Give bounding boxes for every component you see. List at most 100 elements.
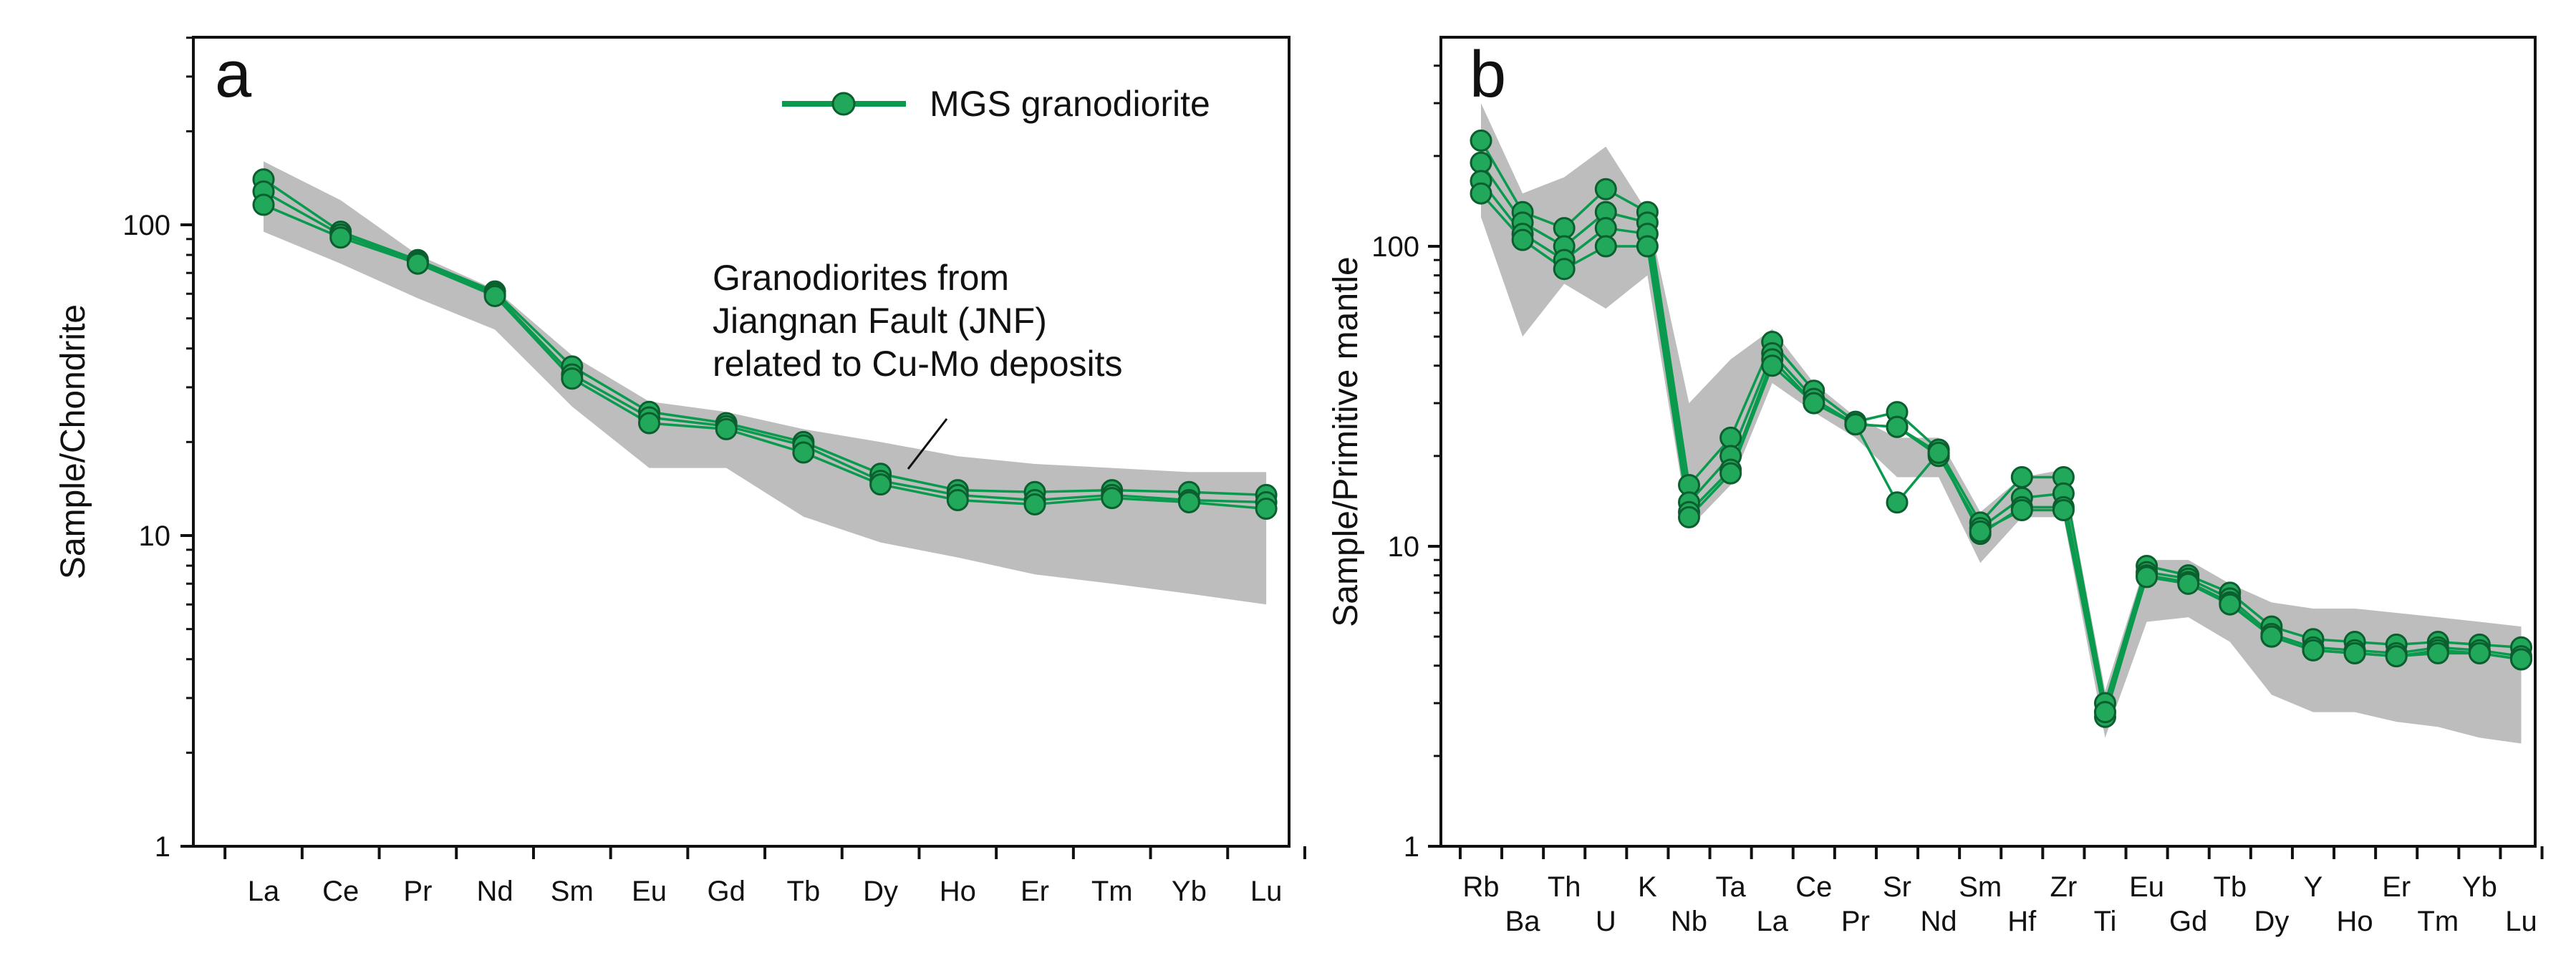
panel-b-data-point xyxy=(1636,235,1659,258)
panel-a-x-tick-label: Nd xyxy=(477,876,513,907)
panel-a-x-tick-label: Ho xyxy=(940,876,976,907)
panel-a-y-tick-label: 1 xyxy=(155,831,170,863)
panel-a-x-tick-label: Dy xyxy=(863,876,898,907)
panel-b-data-point xyxy=(2343,642,2366,664)
panel-b-y-tick-label: 1 xyxy=(1404,831,1419,863)
panel-b-data-point xyxy=(1803,392,1825,415)
panel-b-data-point xyxy=(1719,462,1742,485)
panel-b-data-point xyxy=(1553,258,1576,281)
panel-b-data-point xyxy=(1553,217,1576,240)
panel-a-data-point xyxy=(329,226,352,249)
panel-a-x-tick-label: Tm xyxy=(1091,876,1133,907)
panel-a-x-tick-label: La xyxy=(248,876,280,907)
panel-b-data-point xyxy=(1761,354,1784,377)
panel-b-data-point xyxy=(1470,151,1492,174)
annotation-line-1: Granodiorites from xyxy=(713,258,1009,298)
panel-b-data-point xyxy=(2385,645,2408,668)
panel-b-x-tick-label: Rb xyxy=(1462,871,1499,903)
panel-b-x-tick-label: Sm xyxy=(1959,871,2002,903)
panel-b-data-point xyxy=(2010,465,2033,488)
panel-b-x-tick-label: Er xyxy=(2382,871,2411,903)
panel-a-x-tick-label: Pr xyxy=(403,876,432,907)
panel-a-x-tick-label: Ce xyxy=(322,876,359,907)
panel-a-data-point xyxy=(1101,487,1124,510)
panel-b-x-tick-label: Ta xyxy=(1715,871,1746,903)
panel-b-x-tick-label: Eu xyxy=(2129,871,2164,903)
legend-marker-swatch xyxy=(831,92,856,116)
panel-b-data-point xyxy=(1470,182,1492,205)
panel-a-series-line-1 xyxy=(263,178,1267,497)
panel-b-x-tick-label: Th xyxy=(1548,871,1581,903)
panel-b-data-point xyxy=(1594,235,1617,258)
panel-b-data-point xyxy=(2177,572,2200,595)
annotation-line-2: Jiangnan Fault (JNF) xyxy=(713,301,1047,341)
panel-b-x-tick-label: Pr xyxy=(1841,906,1870,937)
panel-b-data-point xyxy=(1594,217,1617,240)
panel-b-x-tick-label: U xyxy=(1596,906,1616,937)
panel-a-x-tick-label: Yb xyxy=(1172,876,1207,907)
panel-a-series-line-3 xyxy=(263,203,1267,510)
panel-a-letter: a xyxy=(215,38,252,111)
panel-b-data-point xyxy=(1927,441,1950,464)
panel-a-data-point xyxy=(406,252,429,275)
panel-b-x-tick-label: Tm xyxy=(2417,906,2459,937)
panel-b-data-point xyxy=(2010,498,2033,521)
panel-b-x-tick-label: Y xyxy=(2304,871,2323,903)
panel-b-data-point xyxy=(2094,701,2116,724)
panel-b-x-tick-label: Ce xyxy=(1795,871,1832,903)
panel-b-data-point xyxy=(1886,415,1909,438)
panel-b-x-tick-label: Gd xyxy=(2169,906,2207,937)
panel-a-data-point xyxy=(483,284,506,307)
panel-a-range-band xyxy=(264,161,1267,605)
panel-a-data-point xyxy=(792,441,815,464)
panel-a-data-point xyxy=(869,473,892,496)
panel-a-x-tick-label: Lu xyxy=(1250,876,1283,907)
panel-b-x-tick-label: La xyxy=(1756,906,1788,937)
panel-a-x-tick-label: Sm xyxy=(551,876,594,907)
panel-b-chart: b Sample/Primitive mantle 1 10 100 RbBaT… xyxy=(1327,36,2544,937)
panel-b-data-point xyxy=(2052,498,2075,521)
panel-b-data-point xyxy=(1594,178,1617,200)
panel-b-range-band xyxy=(1481,103,2522,744)
panel-b-data-point xyxy=(2426,642,2449,664)
panel-a-x-tick-label: Tb xyxy=(787,876,821,907)
panel-a-y-axis-label: Sample/Chondrite xyxy=(54,304,92,579)
panel-b-data-point xyxy=(2468,642,2491,664)
panel-b-x-tick-label: Ba xyxy=(1505,906,1541,937)
annotation-pointer-line xyxy=(907,418,948,470)
panel-a-data-point xyxy=(1255,498,1278,521)
panel-b-data-point xyxy=(2302,639,2325,662)
panel-a-chart: a Sample/Chondrite 1 10 100 MGS granodio… xyxy=(54,36,1306,907)
panel-b-x-tick-label: Tb xyxy=(2213,871,2247,903)
panel-a-series-line-2 xyxy=(263,190,1267,504)
panel-a-y-tick-label: 100 xyxy=(122,210,170,241)
panel-a-data-point xyxy=(1023,493,1046,515)
panel-b-data-point xyxy=(1511,228,1534,251)
panel-b-y-axis-label: Sample/Primitive mantle xyxy=(1327,256,1365,627)
panel-b-letter: b xyxy=(1470,38,1506,111)
panel-b-x-tick-label: Sr xyxy=(1883,871,1911,903)
panel-b-x-tick-label: Hf xyxy=(2007,906,2037,937)
panel-b-data-point xyxy=(2510,648,2532,671)
panel-b-data-point xyxy=(1678,505,1700,528)
panel-b-x-tick-label: Ho xyxy=(2337,906,2373,937)
panel-a-data-point xyxy=(561,367,584,390)
panel-b-x-tick-label: Lu xyxy=(2505,906,2537,937)
panel-a-data-point xyxy=(715,417,738,440)
panel-b-x-tick-label: Dy xyxy=(2254,906,2289,937)
panel-b-x-tick-label: Nb xyxy=(1671,906,1707,937)
annotation-line-3: related to Cu-Mo deposits xyxy=(713,344,1123,384)
panel-a-x-tick-label: Eu xyxy=(632,876,667,907)
panel-b-data-point xyxy=(2136,566,2158,589)
panel-b-x-tick-label: Ti xyxy=(2094,906,2117,937)
panel-b-data-point xyxy=(1844,413,1867,436)
panel-a-x-tick-label: Er xyxy=(1021,876,1049,907)
panel-b-data-point xyxy=(1969,520,1992,543)
panel-b-data-point xyxy=(1886,491,1909,514)
panel-b-data-point xyxy=(1719,426,1742,449)
panel-b-data-point xyxy=(1470,129,1492,152)
panel-b-y-tick-label: 100 xyxy=(1371,231,1419,263)
panel-a-data-point xyxy=(946,489,969,512)
legend-label: MGS granodiorite xyxy=(930,84,1210,124)
